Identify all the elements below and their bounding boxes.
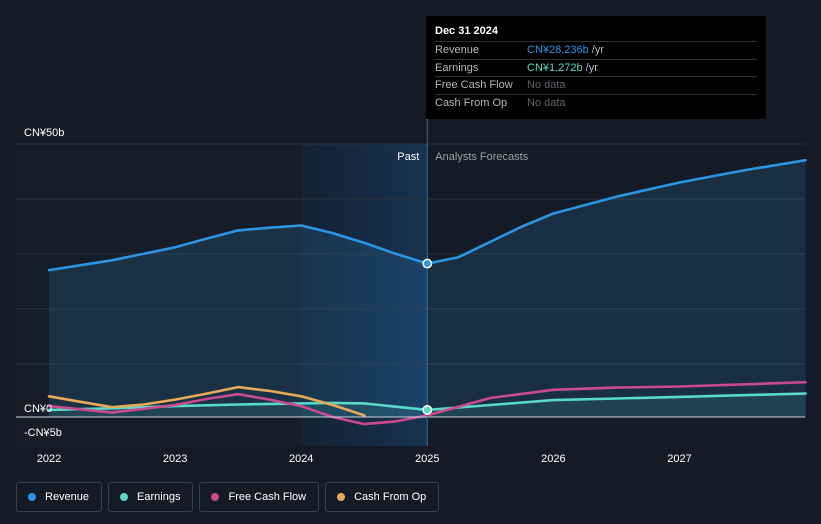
y-tick-label: -CN¥5b — [24, 427, 62, 439]
x-tick-label: 2026 — [541, 453, 565, 465]
legend-item-earnings[interactable]: Earnings — [108, 482, 194, 512]
legend-dot-icon — [28, 493, 36, 501]
earnings-marker — [422, 404, 433, 415]
legend-label: Free Cash Flow — [228, 491, 307, 503]
tooltip-row-earnings: Earnings CN¥1.272b /yr — [435, 58, 757, 77]
x-tick-label: 2024 — [289, 453, 313, 465]
chart-legend: Revenue Earnings Free Cash Flow Cash Fro… — [16, 482, 440, 512]
tooltip-value: No data — [527, 96, 566, 109]
past-label: Past — [397, 151, 419, 163]
tooltip-value: No data — [527, 79, 566, 91]
earnings-line — [47, 392, 807, 412]
tooltip-row-free-cash-flow: Free Cash Flow No data — [435, 76, 757, 94]
tooltip-value: CN¥28.236b — [527, 44, 589, 56]
chart-tooltip: Dec 31 2024 Revenue CN¥28.236b /yr Earni… — [426, 16, 766, 119]
legend-dot-icon — [337, 493, 346, 501]
tooltip-label: Revenue — [435, 44, 480, 56]
legend-label: Earnings — [137, 491, 181, 503]
legend-dot-icon — [211, 493, 220, 501]
y-tick-label: CN¥0 — [24, 403, 52, 415]
x-tick-label: 2025 — [415, 453, 439, 465]
tooltip-row-revenue: Revenue CN¥28.236b /yr — [435, 41, 757, 59]
tooltip-date: Dec 31 2024 — [435, 25, 498, 37]
legend-item-cash-from-op[interactable]: Cash From Op — [325, 482, 440, 512]
y-tick-label: CN¥50b — [24, 127, 64, 139]
legend-dot-icon — [120, 493, 129, 501]
legend-item-revenue[interactable]: Revenue — [16, 482, 103, 512]
tooltip-value: CN¥1.272b — [527, 61, 583, 74]
tooltip-unit: /yr — [585, 61, 598, 74]
x-tick-label: 2027 — [667, 453, 691, 465]
x-tick-label: 2023 — [163, 453, 187, 465]
revenue-marker — [422, 258, 433, 269]
x-tick-label: 2022 — [37, 453, 61, 465]
past-highlight-region — [301, 144, 428, 446]
tooltip-row-cash-from-op: Cash From Op No data — [435, 93, 757, 112]
forecast-label: Analysts Forecasts — [435, 151, 528, 163]
legend-label: Cash From Op — [354, 491, 427, 503]
revenue-line — [47, 158, 807, 272]
cash_from_op-line — [47, 385, 366, 417]
tooltip-label: Free Cash Flow — [435, 79, 513, 91]
free_cash_flow-line — [47, 380, 807, 426]
legend-label: Revenue — [45, 491, 90, 503]
legend-item-free-cash-flow[interactable]: Free Cash Flow — [199, 482, 320, 512]
tooltip-label: Cash From Op — [435, 96, 508, 109]
tooltip-label: Earnings — [435, 61, 479, 74]
tooltip-unit: /yr — [591, 44, 605, 56]
